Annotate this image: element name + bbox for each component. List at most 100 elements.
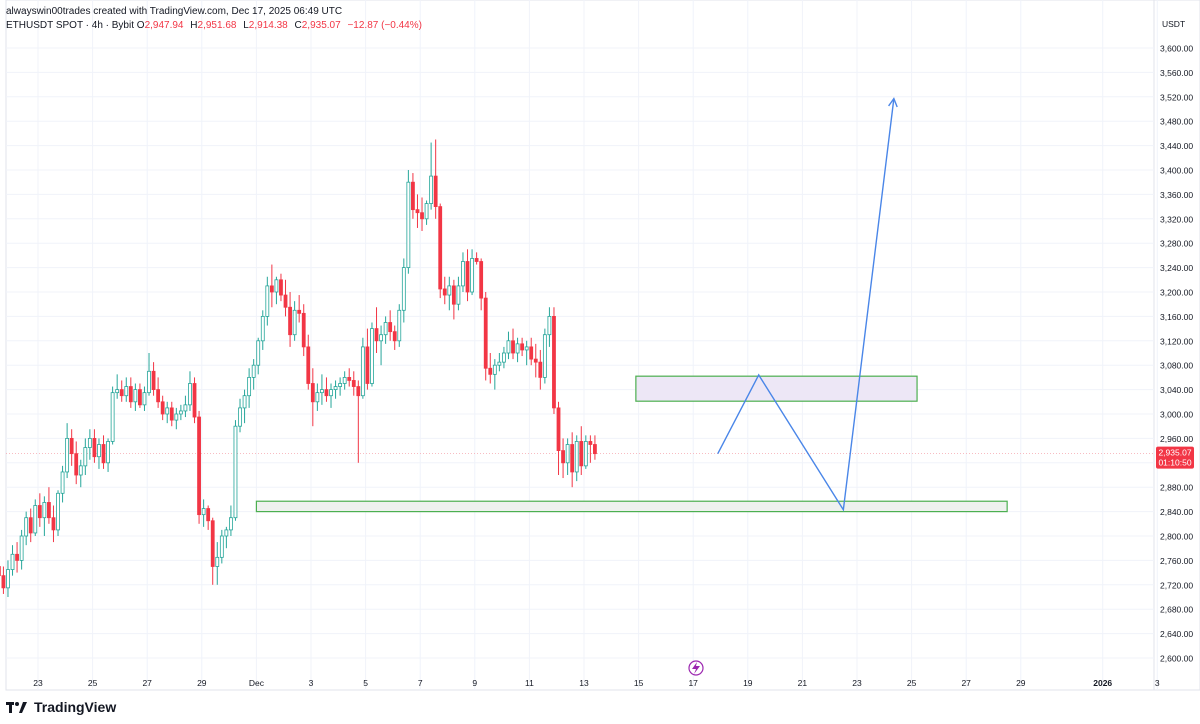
candle xyxy=(56,490,60,536)
candle xyxy=(279,273,283,302)
candle-body xyxy=(374,328,379,342)
candle xyxy=(51,505,56,543)
candle xyxy=(33,499,38,536)
time-tick-label: 15 xyxy=(634,678,644,688)
price-tick-label: 3,600.00 xyxy=(1160,44,1193,54)
price-tick-label: 2,600.00 xyxy=(1160,654,1193,664)
candle xyxy=(110,386,115,445)
candle-body xyxy=(42,502,47,519)
candle-body xyxy=(347,376,352,381)
candle xyxy=(288,292,292,347)
candle xyxy=(28,508,33,543)
symbol-name[interactable]: ETHUSDT SPOT · 4h · Bybit xyxy=(6,20,134,31)
lightning-icon-bolt xyxy=(692,662,700,674)
tradingview-brand[interactable]: TradingView xyxy=(6,699,116,715)
candle-body xyxy=(169,407,174,421)
candle xyxy=(565,438,570,475)
candle xyxy=(488,353,493,384)
price-axis[interactable]: 2,600.00 2,640.00 2,680.00 2,720.00 2,760.00… xyxy=(1160,19,1193,664)
candle xyxy=(229,505,233,536)
candle-body xyxy=(411,181,415,211)
candle xyxy=(511,328,515,360)
change-value: −12.87 (−0.44%) xyxy=(347,20,422,31)
candle-body xyxy=(561,450,565,464)
candle-body xyxy=(151,370,156,390)
time-tick-label: 9 xyxy=(472,678,477,688)
candle-body xyxy=(506,340,511,354)
price-tag-box xyxy=(1156,446,1194,469)
price-tick-label: 3,560.00 xyxy=(1160,68,1193,78)
price-tick-label: 3,280.00 xyxy=(1160,239,1193,249)
candle-body xyxy=(56,492,60,531)
candle xyxy=(301,304,306,357)
candle xyxy=(306,334,311,390)
price-tick-label: 2,680.00 xyxy=(1160,605,1193,615)
time-tick-label: 13 xyxy=(579,678,589,688)
candle xyxy=(588,435,593,463)
candle xyxy=(433,139,438,219)
candle-body xyxy=(242,395,247,409)
candle xyxy=(365,328,370,390)
candle xyxy=(351,371,356,396)
time-tick-label: 25 xyxy=(907,678,917,688)
candle xyxy=(78,459,83,488)
candle xyxy=(338,377,343,396)
candle-body xyxy=(19,535,24,561)
candle xyxy=(442,276,447,305)
candle xyxy=(247,368,252,408)
candle-body xyxy=(397,309,402,342)
projected-path xyxy=(717,98,895,512)
candle-body xyxy=(110,392,115,442)
price-tick-label: 3,160.00 xyxy=(1160,312,1193,322)
candle-body xyxy=(238,407,242,427)
candle-body xyxy=(556,407,561,451)
candle-body xyxy=(74,453,79,476)
candle-body xyxy=(570,444,575,473)
candle-body xyxy=(256,340,261,366)
candle-body xyxy=(370,328,374,384)
candle xyxy=(492,359,497,390)
candle xyxy=(188,371,192,411)
candle xyxy=(583,435,588,469)
candle xyxy=(465,249,470,302)
candle xyxy=(1,566,6,594)
candle xyxy=(524,340,529,366)
lightning-icon[interactable] xyxy=(688,660,704,676)
candle-body xyxy=(392,331,397,342)
price-tick-label: 2,880.00 xyxy=(1160,483,1193,493)
candle xyxy=(292,301,297,341)
candle-body xyxy=(210,520,215,567)
time-tick-label: Dec xyxy=(249,678,265,688)
candle xyxy=(101,435,106,469)
candle-body xyxy=(60,471,65,494)
resistance-zone xyxy=(635,375,918,402)
price-tick-label: 3,440.00 xyxy=(1160,141,1193,151)
price-tick-label: 2,840.00 xyxy=(1160,507,1193,517)
candle xyxy=(42,496,47,536)
grid-lines xyxy=(5,0,1200,691)
countdown-label: 01:10:50 xyxy=(1158,458,1191,468)
candle xyxy=(533,343,538,378)
price-tick-label: 3,520.00 xyxy=(1160,92,1193,102)
candle-body xyxy=(233,425,238,519)
candle xyxy=(47,487,51,524)
candle-body xyxy=(511,340,515,354)
candle-body xyxy=(320,389,324,394)
candle xyxy=(411,173,415,219)
time-axis[interactable]: 23 25 27 29 Dec 3 5 7 9 11 13 15 17 19 21 23 25 27 29 2026 3 xyxy=(33,678,1160,688)
candle-body xyxy=(465,261,470,293)
candle-body xyxy=(219,535,224,558)
candle xyxy=(19,529,24,570)
price-tick-label: 3,360.00 xyxy=(1160,190,1193,200)
candle-body xyxy=(10,553,15,570)
candle xyxy=(224,526,229,549)
candle xyxy=(219,529,224,564)
candle-body xyxy=(442,288,447,296)
candle-body xyxy=(383,322,388,336)
candle-body xyxy=(492,364,497,375)
price-tick-label: 3,480.00 xyxy=(1160,117,1193,127)
candle-body xyxy=(583,441,588,467)
candle xyxy=(238,398,242,433)
candle-body xyxy=(288,306,292,336)
